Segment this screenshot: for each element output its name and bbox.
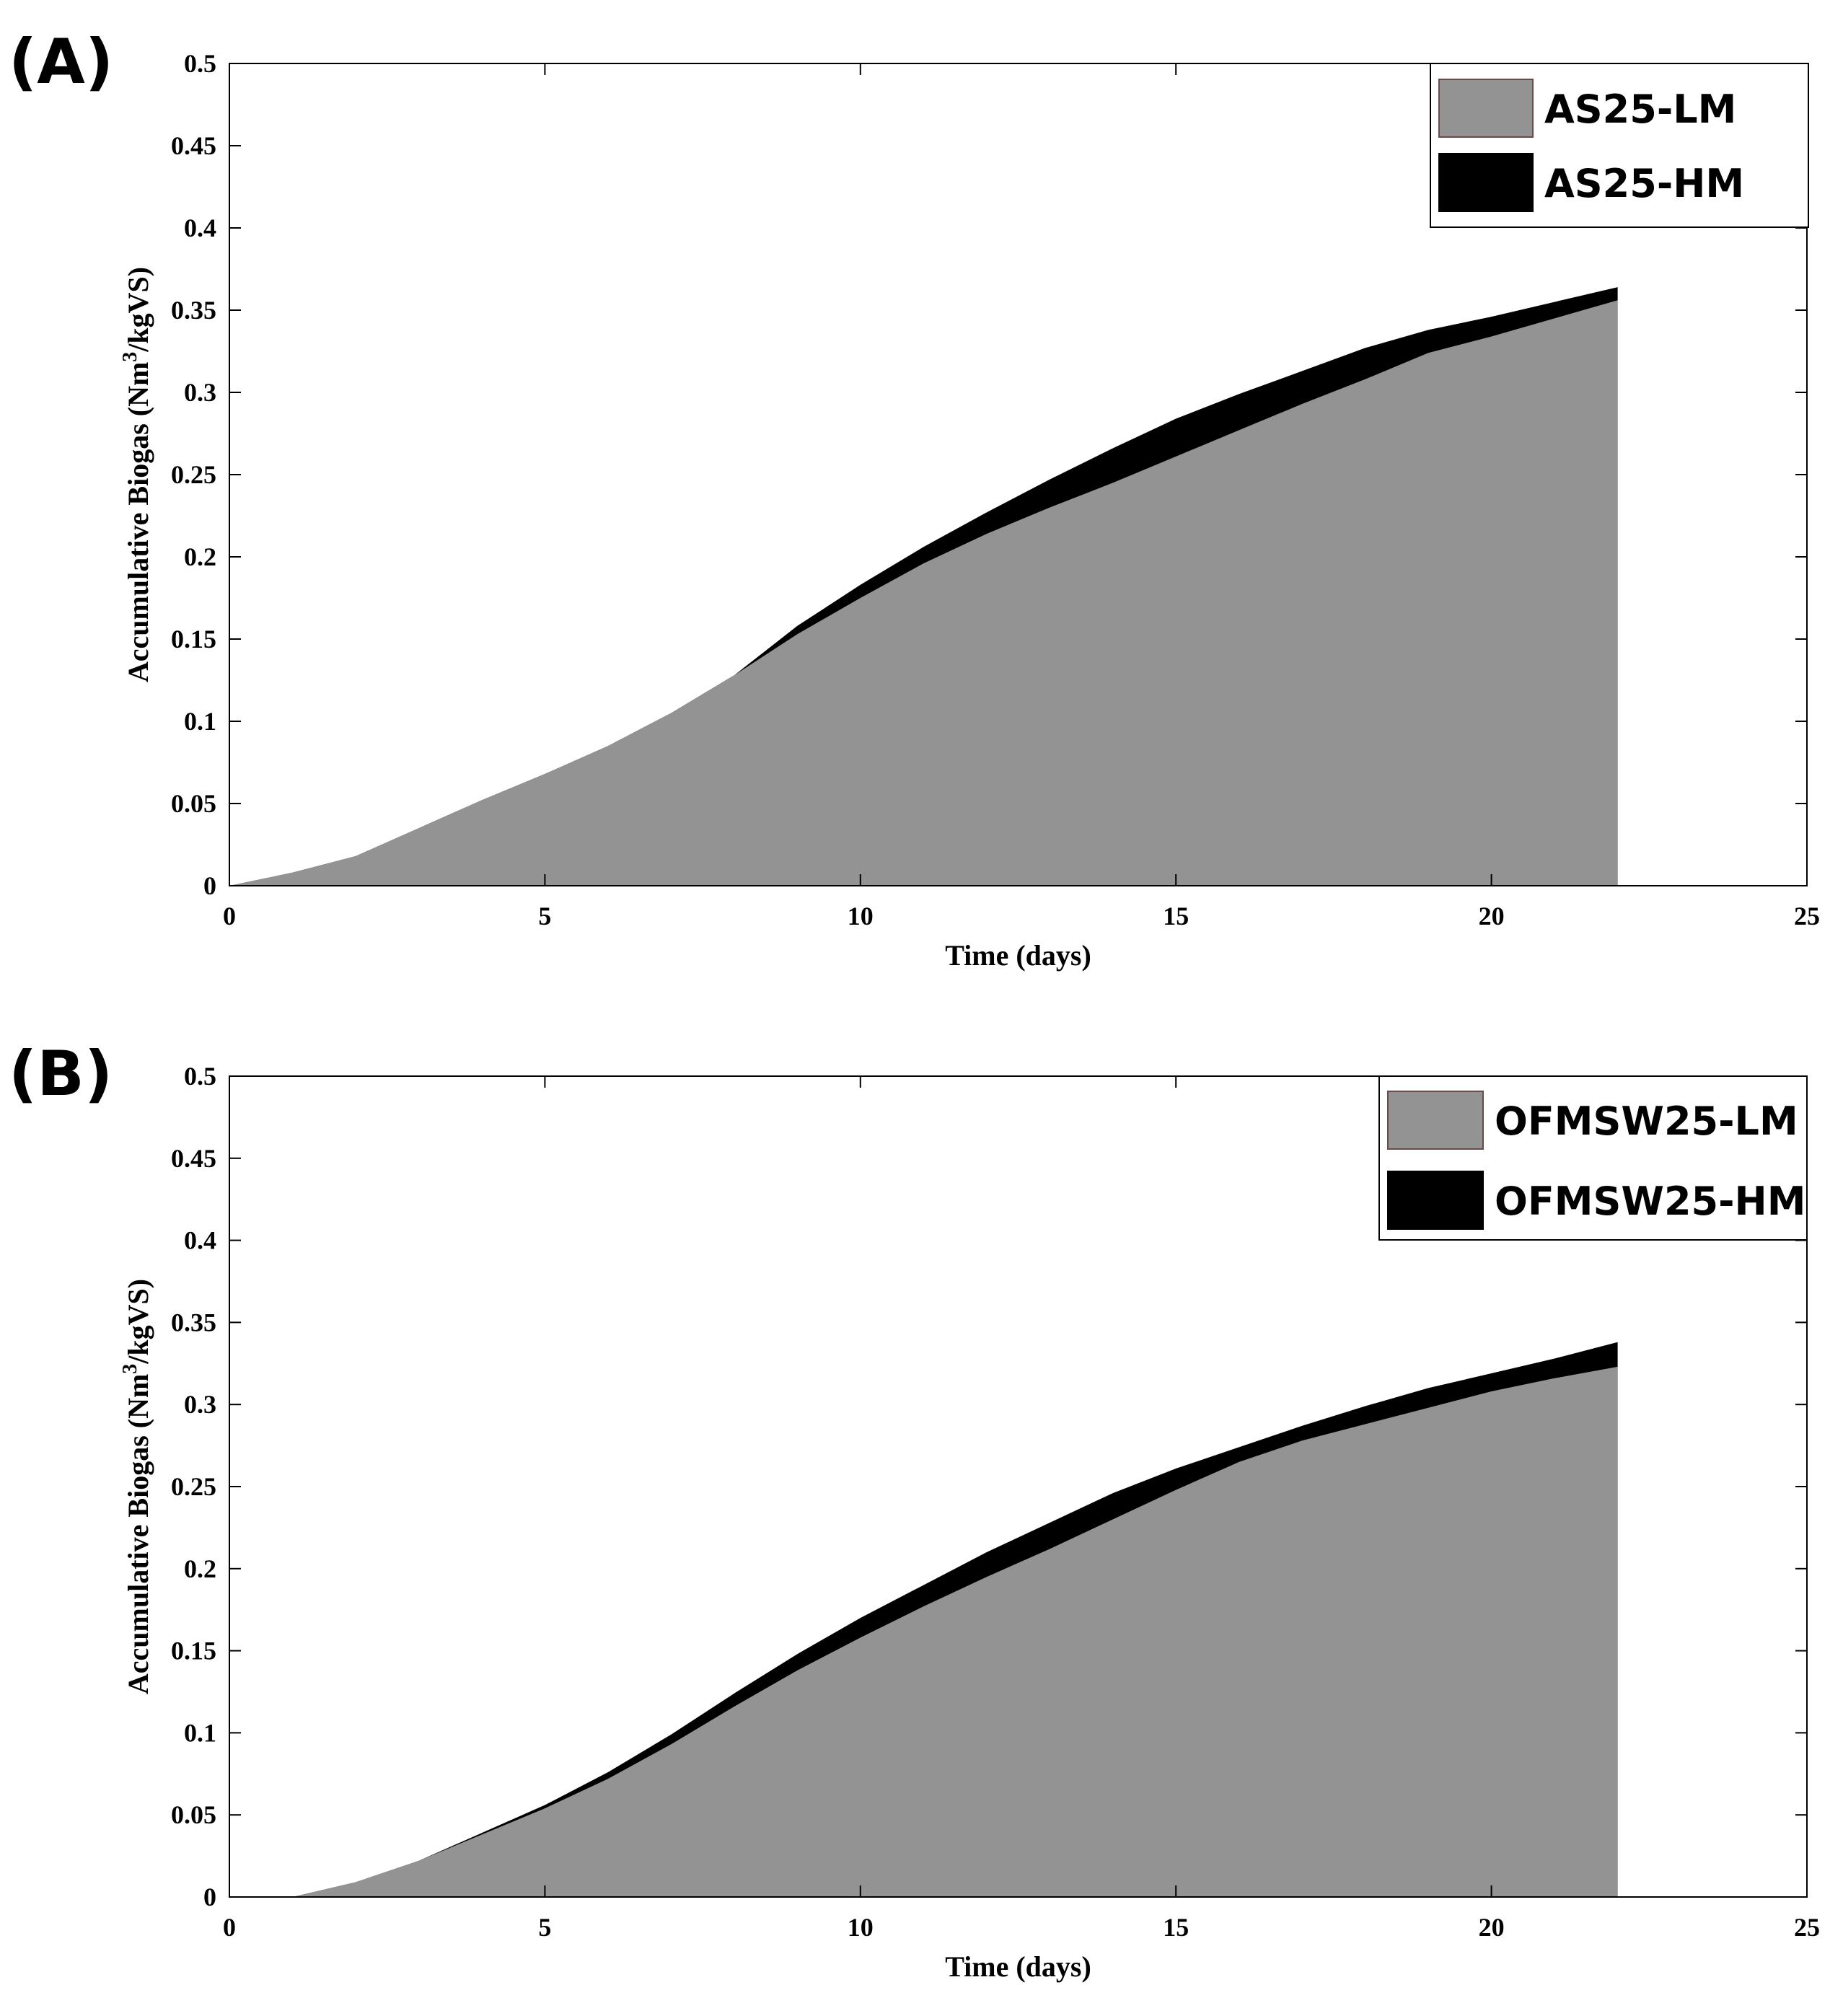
y-tick-label: 0.1 [184,1718,216,1747]
y-tick-label: 0.35 [171,1308,216,1337]
panel-label: (A) [9,26,113,98]
legend-swatch-ofmsw25-lm [1387,1091,1484,1150]
y-axis-title: Accumulative Biogas (Nm3/kgVS) [119,267,154,682]
x-tick-label: 15 [1163,902,1189,930]
x-tick-label: 20 [1479,1913,1505,1942]
y-axis-title: Accumulative Biogas (Nm3/kgVS) [119,1279,154,1694]
legend-label-as25-lm: AS25-LM [1544,87,1736,132]
y-tick-label: 0.1 [184,707,216,736]
panel-b: (B) 0 5 10 15 20 25 0 0.05 0.1 0.15 0.2 0.25 0.3 0.35 0… [9,1038,1820,1983]
area-ofmsw25-lm [292,1366,1618,1897]
y-tick-label: 0.15 [171,625,216,653]
y-tick-label: 0.4 [184,1226,216,1255]
x-tick-label: 25 [1794,1913,1820,1942]
area-as25-lm [229,300,1618,886]
y-tick-label: 0.3 [184,1390,216,1419]
y-tick-label: 0.15 [171,1637,216,1665]
panel-a: (A) 0 5 10 15 20 25 0 0.05 0.1 0.15 0.2 0.25 0.3 0.35 0… [9,26,1820,972]
legend-swatch-as25-hm [1438,153,1534,212]
x-tick-label: 20 [1479,902,1505,930]
panel-label: (B) [9,1038,113,1110]
legend-label-ofmsw25-hm: OFMSW25-HM [1495,1179,1805,1224]
y-tick-label: 0.25 [171,460,216,489]
y-tick-label: 0.05 [171,1800,216,1829]
y-tick-label: 0.4 [184,214,216,242]
y-tick-label: 0.2 [184,1554,216,1583]
y-tick-label: 0.3 [184,378,216,407]
x-tick-label: 5 [538,902,551,930]
legend-swatch-ofmsw25-hm [1387,1171,1484,1230]
x-tick-label: 0 [223,902,236,930]
legend-label-ofmsw25-lm: OFMSW25-LM [1495,1099,1798,1144]
y-tick-label: 0.5 [184,1062,216,1091]
x-tick-label: 0 [223,1913,236,1942]
x-tick-label: 5 [538,1913,551,1942]
legend-swatch-as25-lm [1438,79,1534,138]
x-tick-label: 25 [1794,902,1820,930]
x-tick-label: 15 [1163,1913,1189,1942]
legend: OFMSW25-LM OFMSW25-HM [1378,1075,1808,1241]
y-tick-label: 0.25 [171,1472,216,1501]
y-tick-label: 0 [203,1883,216,1911]
y-tick-label: 0.35 [171,296,216,325]
x-axis-title: Time (days) [945,939,1091,972]
x-tick-label: 10 [848,902,874,930]
legend-label-as25-hm: AS25-HM [1544,161,1744,206]
legend: AS25-LM AS25-HM [1430,63,1809,228]
y-tick-label: 0.45 [171,131,216,160]
y-tick-label: 0.45 [171,1144,216,1173]
y-tick-label: 0.05 [171,789,216,818]
x-axis-title: Time (days) [945,1950,1091,1983]
x-tick-label: 10 [848,1913,874,1942]
y-tick-label: 0 [203,871,216,900]
y-tick-label: 0.2 [184,542,216,571]
y-tick-label: 0.5 [184,49,216,78]
